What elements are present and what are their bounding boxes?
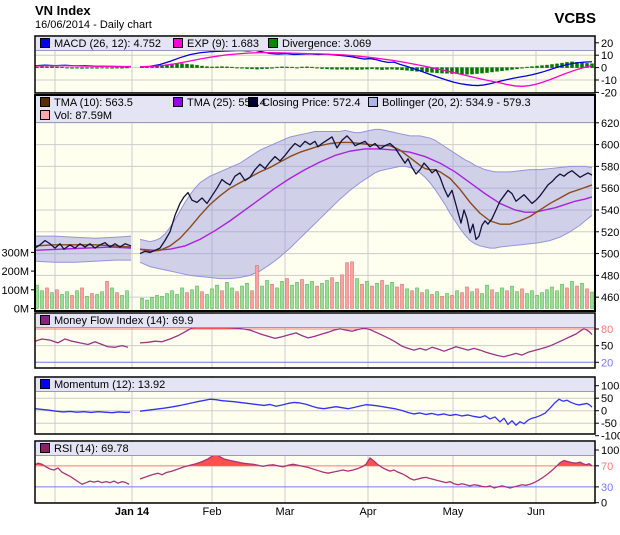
legend-swatch-icon [40, 443, 50, 453]
legend-label: TMA (10): 563.5 [54, 97, 133, 109]
xaxis-month-apr: Apr [359, 506, 377, 518]
brand-logo: VCBS [554, 10, 596, 27]
main-legend-vol: Vol: 87.59M [40, 110, 112, 123]
legend-swatch-icon [40, 110, 50, 120]
legend-swatch-icon [40, 379, 50, 389]
main-ytick-540: 540 [601, 205, 619, 217]
legend-label: Bollinger (20, 2): 534.9 - 579.3 [382, 97, 531, 109]
rsi-ytick-100: 100 [601, 445, 619, 457]
legend-swatch-icon [40, 315, 50, 325]
macd-ytick--20: -20 [601, 87, 617, 99]
macd-legend-macd: MACD (26, 12): 4.752 [40, 38, 161, 51]
macd-ytick--10: -10 [601, 75, 617, 87]
xaxis-month-may: May [442, 506, 464, 518]
main-ytick-500: 500 [601, 249, 619, 261]
main-legend-tma: TMA (10): 563.5 [40, 97, 133, 110]
mom-legend-bar [36, 378, 594, 392]
legend-label: TMA (25): 552.4 [187, 97, 266, 109]
xaxis-month-jan14: Jan 14 [114, 506, 150, 518]
main-ytick-580: 580 [601, 161, 619, 173]
macd-ytick-0: 0 [601, 63, 607, 75]
legend-label: Momentum (12): 13.92 [54, 379, 166, 391]
mom-ytick-50: 50 [601, 393, 613, 405]
legend-swatch-icon [248, 97, 258, 107]
legend-label: Closing Price: 572.4 [262, 97, 361, 109]
main-legend-bollinger: Bollinger (20, 2): 534.9 - 579.3 [368, 97, 531, 110]
main-ytick-560: 560 [601, 183, 619, 195]
rsi-ytick-30: 30 [601, 482, 613, 494]
macd-ytick-20: 20 [601, 38, 613, 50]
mfi-legend-bar [36, 314, 594, 328]
rsi-ytick-0: 0 [601, 498, 607, 510]
xaxis-month-mar: Mar [275, 506, 295, 518]
legend-swatch-icon [173, 97, 183, 107]
legend-label: Money Flow Index (14): 69.9 [54, 315, 194, 327]
rsi-legend-bar [36, 442, 594, 456]
mfi-ytick-80: 80 [601, 324, 613, 336]
xaxis-month-feb: Feb [202, 506, 222, 518]
legend-swatch-icon [268, 38, 278, 48]
volume-ytick-100M: 100M [1, 285, 29, 297]
macd-ytick-10: 10 [601, 50, 613, 62]
rsi-ytick-70: 70 [601, 461, 613, 473]
macd-legend-divergence: Divergence: 3.069 [268, 38, 371, 51]
mom-ytick--100: -100 [601, 431, 620, 443]
volume-ytick-200M: 200M [1, 266, 29, 278]
main-legend-bar [36, 96, 594, 123]
main-legend-closing: Closing Price: 572.4 [248, 97, 360, 110]
rsi-legend-rsi: RSI (14): 69.78 [40, 443, 129, 456]
mfi-legend-money: Money Flow Index (14): 69.9 [40, 315, 193, 328]
volume-ytick-300M: 300M [1, 247, 29, 259]
chart-subtitle: 16/06/2014 - Daily chart [35, 19, 152, 31]
legend-swatch-icon [40, 97, 50, 107]
main-ytick-620: 620 [601, 118, 619, 130]
mom-ytick-100: 100 [601, 381, 619, 393]
legend-label: Vol: 87.59M [54, 110, 113, 122]
legend-label: Divergence: 3.069 [282, 38, 372, 50]
volume-ytick-0M: 0M [14, 304, 29, 316]
legend-label: RSI (14): 69.78 [54, 443, 129, 455]
mom-legend-momentum: Momentum (12): 13.92 [40, 379, 165, 392]
mom-ytick-0: 0 [601, 406, 607, 418]
legend-swatch-icon [40, 38, 50, 48]
main-legend-tma: TMA (25): 552.4 [173, 97, 266, 110]
legend-swatch-icon [368, 97, 378, 107]
main-ytick-460: 460 [601, 292, 619, 304]
xaxis-month-jun: Jun [527, 506, 545, 518]
mfi-ytick-20: 20 [601, 357, 613, 369]
legend-swatch-icon [173, 38, 183, 48]
main-plot-area: 620 600 580 560 540 520 500 480 460 300M 200M 100M 0… [1, 94, 619, 316]
legend-label: MACD (26, 12): 4.752 [54, 38, 161, 50]
main-ytick-600: 600 [601, 140, 619, 152]
main-ytick-520: 520 [601, 227, 619, 239]
main-ytick-480: 480 [601, 270, 619, 282]
macd-legend-exp: EXP (9): 1.683 [173, 38, 259, 51]
mom-ytick--50: -50 [601, 418, 617, 430]
mfi-ytick-50: 50 [601, 341, 613, 353]
page-title: VN Index [35, 3, 91, 18]
legend-label: EXP (9): 1.683 [187, 38, 259, 50]
